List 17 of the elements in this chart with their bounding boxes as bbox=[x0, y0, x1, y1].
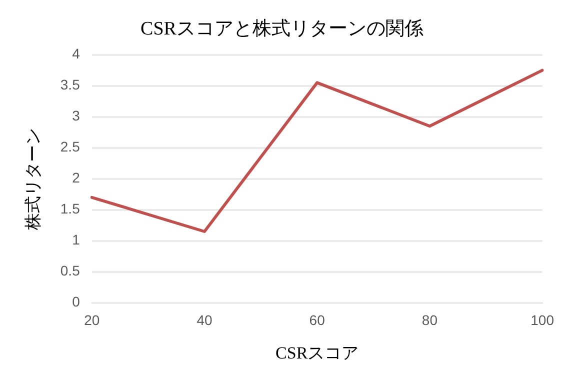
x-axis-title: CSRスコア bbox=[276, 343, 359, 362]
x-tick-label: 40 bbox=[196, 312, 212, 328]
y-tick-label: 0 bbox=[72, 294, 80, 310]
y-tick-label: 0.5 bbox=[60, 262, 80, 279]
y-tick-label: 2.5 bbox=[60, 138, 80, 155]
y-tick-label: 3.5 bbox=[60, 76, 80, 93]
y-tick-label: 3 bbox=[72, 108, 80, 124]
y-tick-label: 2 bbox=[72, 170, 80, 186]
y-tick-label: 1 bbox=[72, 232, 80, 248]
y-tick-label: 1.5 bbox=[60, 200, 80, 217]
y-axis-title: 株式リターン bbox=[24, 128, 43, 231]
x-tick-label: 60 bbox=[309, 312, 326, 328]
x-tick-label: 100 bbox=[530, 312, 554, 328]
chart-title: CSRスコアと株式リターンの関係 bbox=[140, 18, 424, 40]
x-tick-label: 20 bbox=[84, 312, 100, 328]
y-tick-label: 4 bbox=[72, 46, 80, 62]
x-tick-label: 80 bbox=[422, 312, 438, 328]
